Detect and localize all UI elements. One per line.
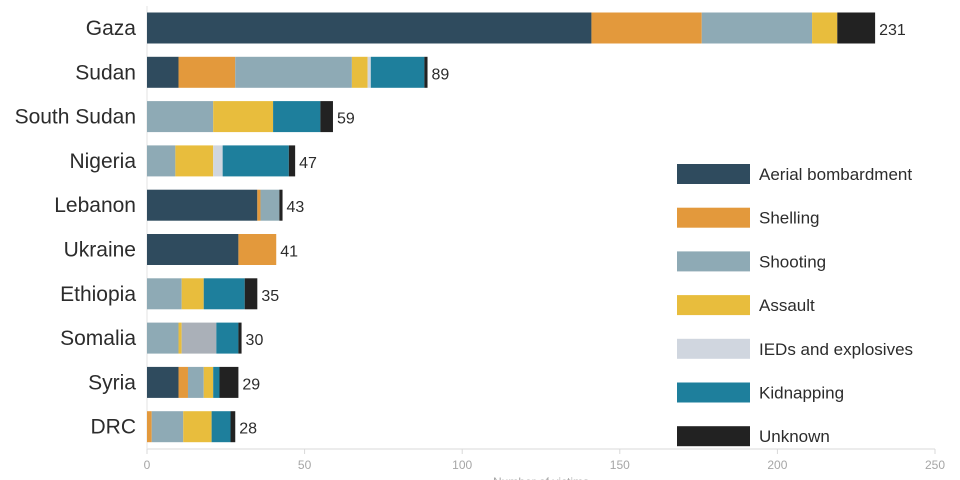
category-label-ethiopia: Ethiopia: [60, 283, 136, 306]
bar-segment-nigeria-ieds-and-explosives: [213, 145, 223, 177]
bar-segment-sudan-unknown: [424, 56, 428, 88]
legend-label-unknown: Unknown: [759, 427, 830, 446]
category-label-nigeria: Nigeria: [69, 150, 136, 173]
bar-segment-syria-unknown: [219, 366, 239, 398]
bar-segment-syria-assault: [203, 366, 214, 398]
bar-segment-south-sudan-kidnapping: [273, 101, 321, 133]
total-label-ethiopia: 35: [261, 288, 279, 305]
bar-segment-sudan-shooting: [235, 56, 352, 88]
legend-label-kidnapping: Kidnapping: [759, 384, 844, 403]
category-label-lebanon: Lebanon: [54, 194, 136, 217]
bar-segment-ukraine-aerial-bombardment: [147, 234, 239, 265]
bar-segment-nigeria-unknown: [288, 145, 296, 177]
bar-segment-south-sudan-shooting: [147, 101, 214, 133]
total-label-drc: 28: [239, 421, 257, 438]
bar-segment-drc-shooting: [151, 411, 184, 443]
bar-segment-lebanon-unknown: [279, 189, 283, 221]
bar-segment-somalia-assault: [178, 322, 182, 354]
x-tick-label: 150: [610, 458, 630, 472]
legend-label-shelling: Shelling: [759, 209, 820, 228]
bar-segment-ethiopia-kidnapping: [203, 278, 245, 310]
x-tick-label: 200: [767, 458, 787, 472]
bar-segment-ethiopia-shooting: [147, 278, 182, 310]
total-label-south-sudan: 59: [337, 111, 355, 128]
bar-segment-somalia-kidnapping: [216, 322, 239, 354]
total-label-sudan: 89: [432, 66, 450, 83]
category-label-drc: DRC: [91, 416, 137, 439]
category-label-gaza: Gaza: [86, 17, 137, 40]
legend-label-aerial-bombardment: Aerial bombardment: [759, 165, 912, 184]
total-label-ukraine: 41: [280, 244, 298, 261]
category-label-sudan: Sudan: [75, 61, 136, 84]
bar-segment-gaza-shooting: [701, 12, 813, 44]
bar-segment-sudan-aerial-bombardment: [147, 56, 179, 88]
legend-label-assault: Assault: [759, 296, 815, 315]
x-tick-label: 250: [925, 458, 945, 472]
bar-segment-sudan-kidnapping: [370, 56, 425, 88]
category-label-somalia: Somalia: [60, 327, 136, 350]
x-tick-label: 0: [144, 458, 151, 472]
bar-segment-south-sudan-assault: [213, 101, 274, 133]
legend-swatch-unknown: [677, 426, 750, 447]
category-label-south-sudan: South Sudan: [15, 106, 136, 129]
category-label-ukraine: Ukraine: [64, 239, 136, 262]
total-label-syria: 29: [242, 376, 260, 393]
legend-label-ieds-and-explosives: IEDs and explosives: [759, 340, 913, 359]
bar-segment-lebanon-shelling: [257, 189, 261, 221]
bar-segment-gaza-shelling: [591, 12, 702, 44]
bar-segment-sudan-assault: [351, 56, 368, 88]
total-label-gaza: 231: [879, 22, 906, 39]
bar-segment-syria-kidnapping: [213, 366, 220, 398]
bar-segment-drc-shelling: [147, 411, 152, 443]
bar-segment-lebanon-aerial-bombardment: [147, 189, 258, 221]
bar-segment-ethiopia-unknown: [244, 278, 258, 310]
total-label-somalia: 30: [246, 332, 264, 349]
legend-swatch-aerial-bombardment: [677, 164, 750, 184]
category-label-syria: Syria: [88, 371, 136, 394]
legend-label-shooting: Shooting: [759, 252, 826, 271]
x-tick-label: 50: [298, 458, 312, 472]
legend-swatch-shelling: [677, 207, 750, 228]
total-label-lebanon: 43: [287, 199, 305, 216]
bar-segment-somalia-unknown: [238, 322, 242, 354]
x-tick-label: 100: [452, 458, 472, 472]
bar-segment-nigeria-assault: [175, 145, 214, 177]
bar-segment-ukraine-shelling: [238, 234, 277, 265]
bar-segment-drc-kidnapping: [211, 411, 231, 443]
legend-swatch-ieds-and-explosives: [677, 338, 750, 359]
legend-swatch-shooting: [677, 251, 750, 272]
bar-segment-syria-aerial-bombardment: [147, 366, 179, 398]
bar-segment-gaza-assault: [812, 12, 838, 44]
bar-segment-somalia-other: [181, 322, 217, 354]
bar-segment-lebanon-shooting: [260, 189, 280, 221]
bar-segment-syria-shelling: [178, 366, 188, 398]
total-label-nigeria: 47: [299, 155, 317, 172]
bar-segment-sudan-ieds-and-explosives: [367, 56, 371, 88]
bar-segment-somalia-shooting: [147, 322, 179, 354]
bar-segment-syria-shooting: [187, 366, 204, 398]
bar-segment-gaza-aerial-bombardment: [147, 12, 592, 44]
bar-segment-south-sudan-unknown: [320, 101, 333, 133]
bar-segment-drc-assault: [183, 411, 212, 443]
bar-segment-sudan-shelling: [178, 56, 236, 88]
bar-segment-nigeria-shooting: [147, 145, 176, 177]
bar-segment-nigeria-kidnapping: [222, 145, 289, 177]
bar-segment-ethiopia-assault: [181, 278, 204, 310]
legend-swatch-assault: [677, 295, 750, 316]
legend-swatch-kidnapping: [677, 382, 750, 403]
bar-segment-drc-unknown: [230, 411, 236, 443]
bar-segment-gaza-unknown: [837, 12, 876, 44]
x-axis-title: Number of victims: [493, 475, 589, 480]
